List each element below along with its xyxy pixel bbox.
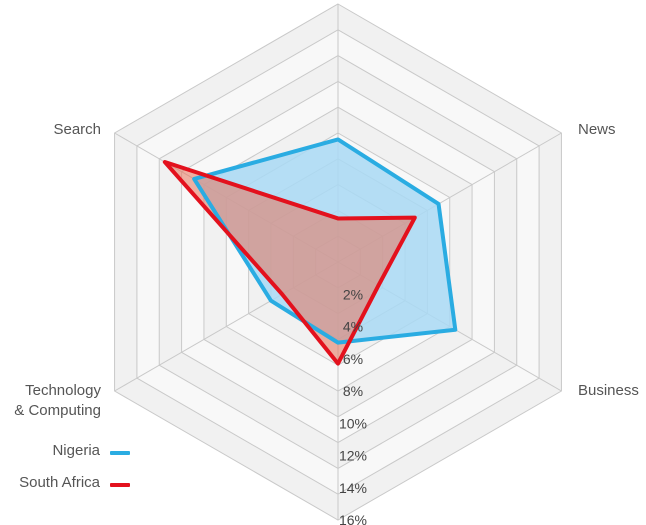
axis-label-business: Business: [578, 382, 639, 399]
tick-label-16: 16%: [339, 512, 367, 525]
tick-label-2: 2%: [343, 286, 363, 302]
legend-item-nigeria[interactable]: Nigeria: [0, 436, 140, 468]
tick-label-8: 8%: [343, 383, 363, 399]
tick-label-14: 14%: [339, 480, 367, 496]
radar-series: [162, 137, 458, 366]
tick-label-4: 4%: [343, 319, 363, 335]
legend: Nigeria South Africa: [0, 436, 140, 500]
axis-label-search: Search: [53, 121, 101, 138]
legend-swatch-nigeria: [110, 451, 130, 455]
axis-label-technology-line2: & Computing: [14, 402, 101, 419]
radar-axis-labels: News Business Search Technology & Comput…: [14, 121, 639, 419]
series-area-south-africa: [164, 162, 415, 364]
axis-label-technology-line1: Technology: [25, 382, 101, 399]
legend-label-nigeria: Nigeria: [52, 442, 100, 459]
legend-label-south-africa: South Africa: [19, 474, 100, 491]
legend-swatch-south-africa: [110, 483, 130, 487]
radar-tick-labels: 2% 4% 6% 8% 10% 12% 14% 16%: [339, 286, 367, 525]
tick-label-12: 12%: [339, 448, 367, 464]
axis-label-news: News: [578, 121, 616, 138]
legend-item-south-africa[interactable]: South Africa: [0, 468, 140, 500]
series-line-nigeria: [192, 137, 458, 345]
series-line-south-africa: [162, 160, 417, 366]
tick-label-6: 6%: [343, 351, 363, 367]
tick-label-10: 10%: [339, 415, 367, 431]
